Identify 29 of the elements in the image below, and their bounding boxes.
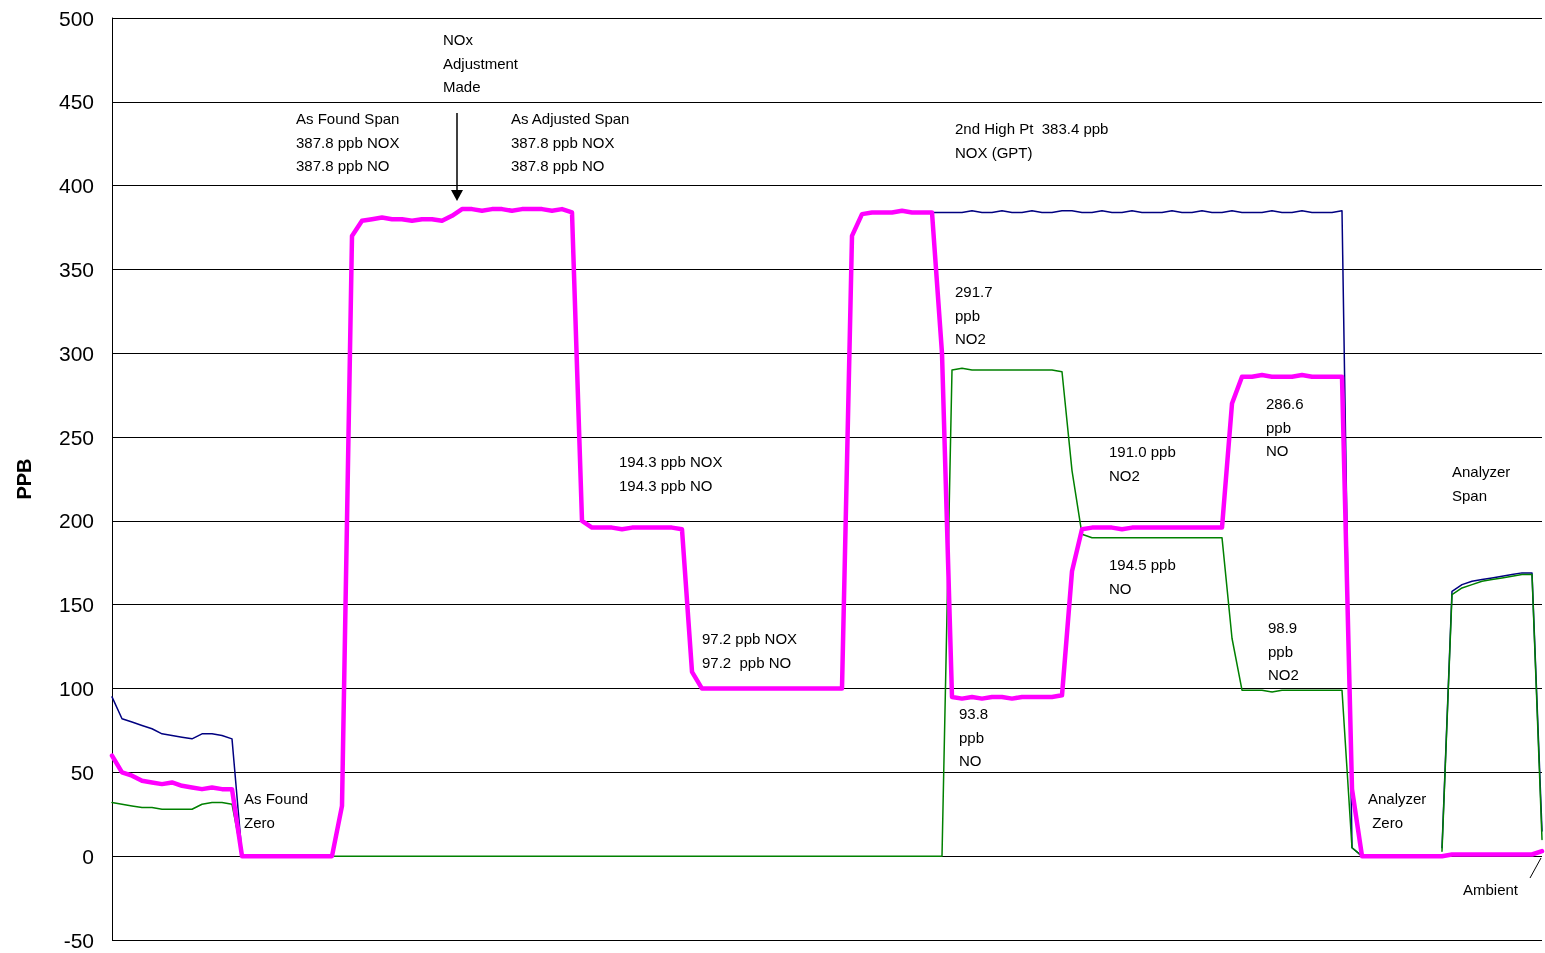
annotation: 2nd High Pt 383.4 ppb NOX (GPT) bbox=[955, 120, 1109, 161]
annotation: As Found Span 387.8 ppb NOX 387.8 ppb NO bbox=[296, 110, 400, 175]
y-tick-label: 400 bbox=[58, 174, 94, 198]
annotation: As Adjusted Span 387.8 ppb NOX 387.8 ppb NO bbox=[511, 110, 630, 175]
y-tick-label: 150 bbox=[58, 593, 94, 617]
y-tick-label: 50 bbox=[70, 760, 94, 784]
annotation: 191.0 ppb NO2 bbox=[1109, 443, 1176, 484]
y-tick-label: 500 bbox=[58, 6, 94, 30]
annotation: NOx Adjustment Made bbox=[443, 31, 519, 96]
annotation: Ambient bbox=[1463, 881, 1519, 899]
y-tick-label: 100 bbox=[58, 677, 94, 701]
annotation: 93.8 ppb NO bbox=[959, 705, 989, 770]
y-tick-label: 0 bbox=[82, 844, 94, 868]
y-tick-label: 450 bbox=[58, 90, 94, 114]
annotation: 98.9 ppb NO2 bbox=[1268, 619, 1299, 684]
annotation: Analyzer Zero bbox=[1368, 790, 1427, 831]
annotation: 291.7 ppb NO2 bbox=[955, 283, 993, 348]
y-tick-label: 250 bbox=[58, 425, 94, 449]
annotation: 286.6 ppb NO bbox=[1266, 395, 1304, 460]
annotation: As Found Zero bbox=[244, 790, 309, 831]
y-tick-label: 350 bbox=[58, 257, 94, 281]
annotation: 97.2 ppb NOX 97.2 ppb NO bbox=[702, 630, 798, 671]
y-tick-label: 300 bbox=[58, 341, 94, 365]
annotation: Analyzer Span bbox=[1452, 463, 1511, 504]
annotation: 194.3 ppb NOX 194.3 ppb NO bbox=[619, 453, 723, 494]
y-axis-title: PPB bbox=[13, 458, 35, 500]
y-tick-label: 200 bbox=[58, 509, 94, 533]
y-tick-label: -50 bbox=[63, 928, 94, 952]
annotation: 194.5 ppb NO bbox=[1109, 556, 1176, 597]
